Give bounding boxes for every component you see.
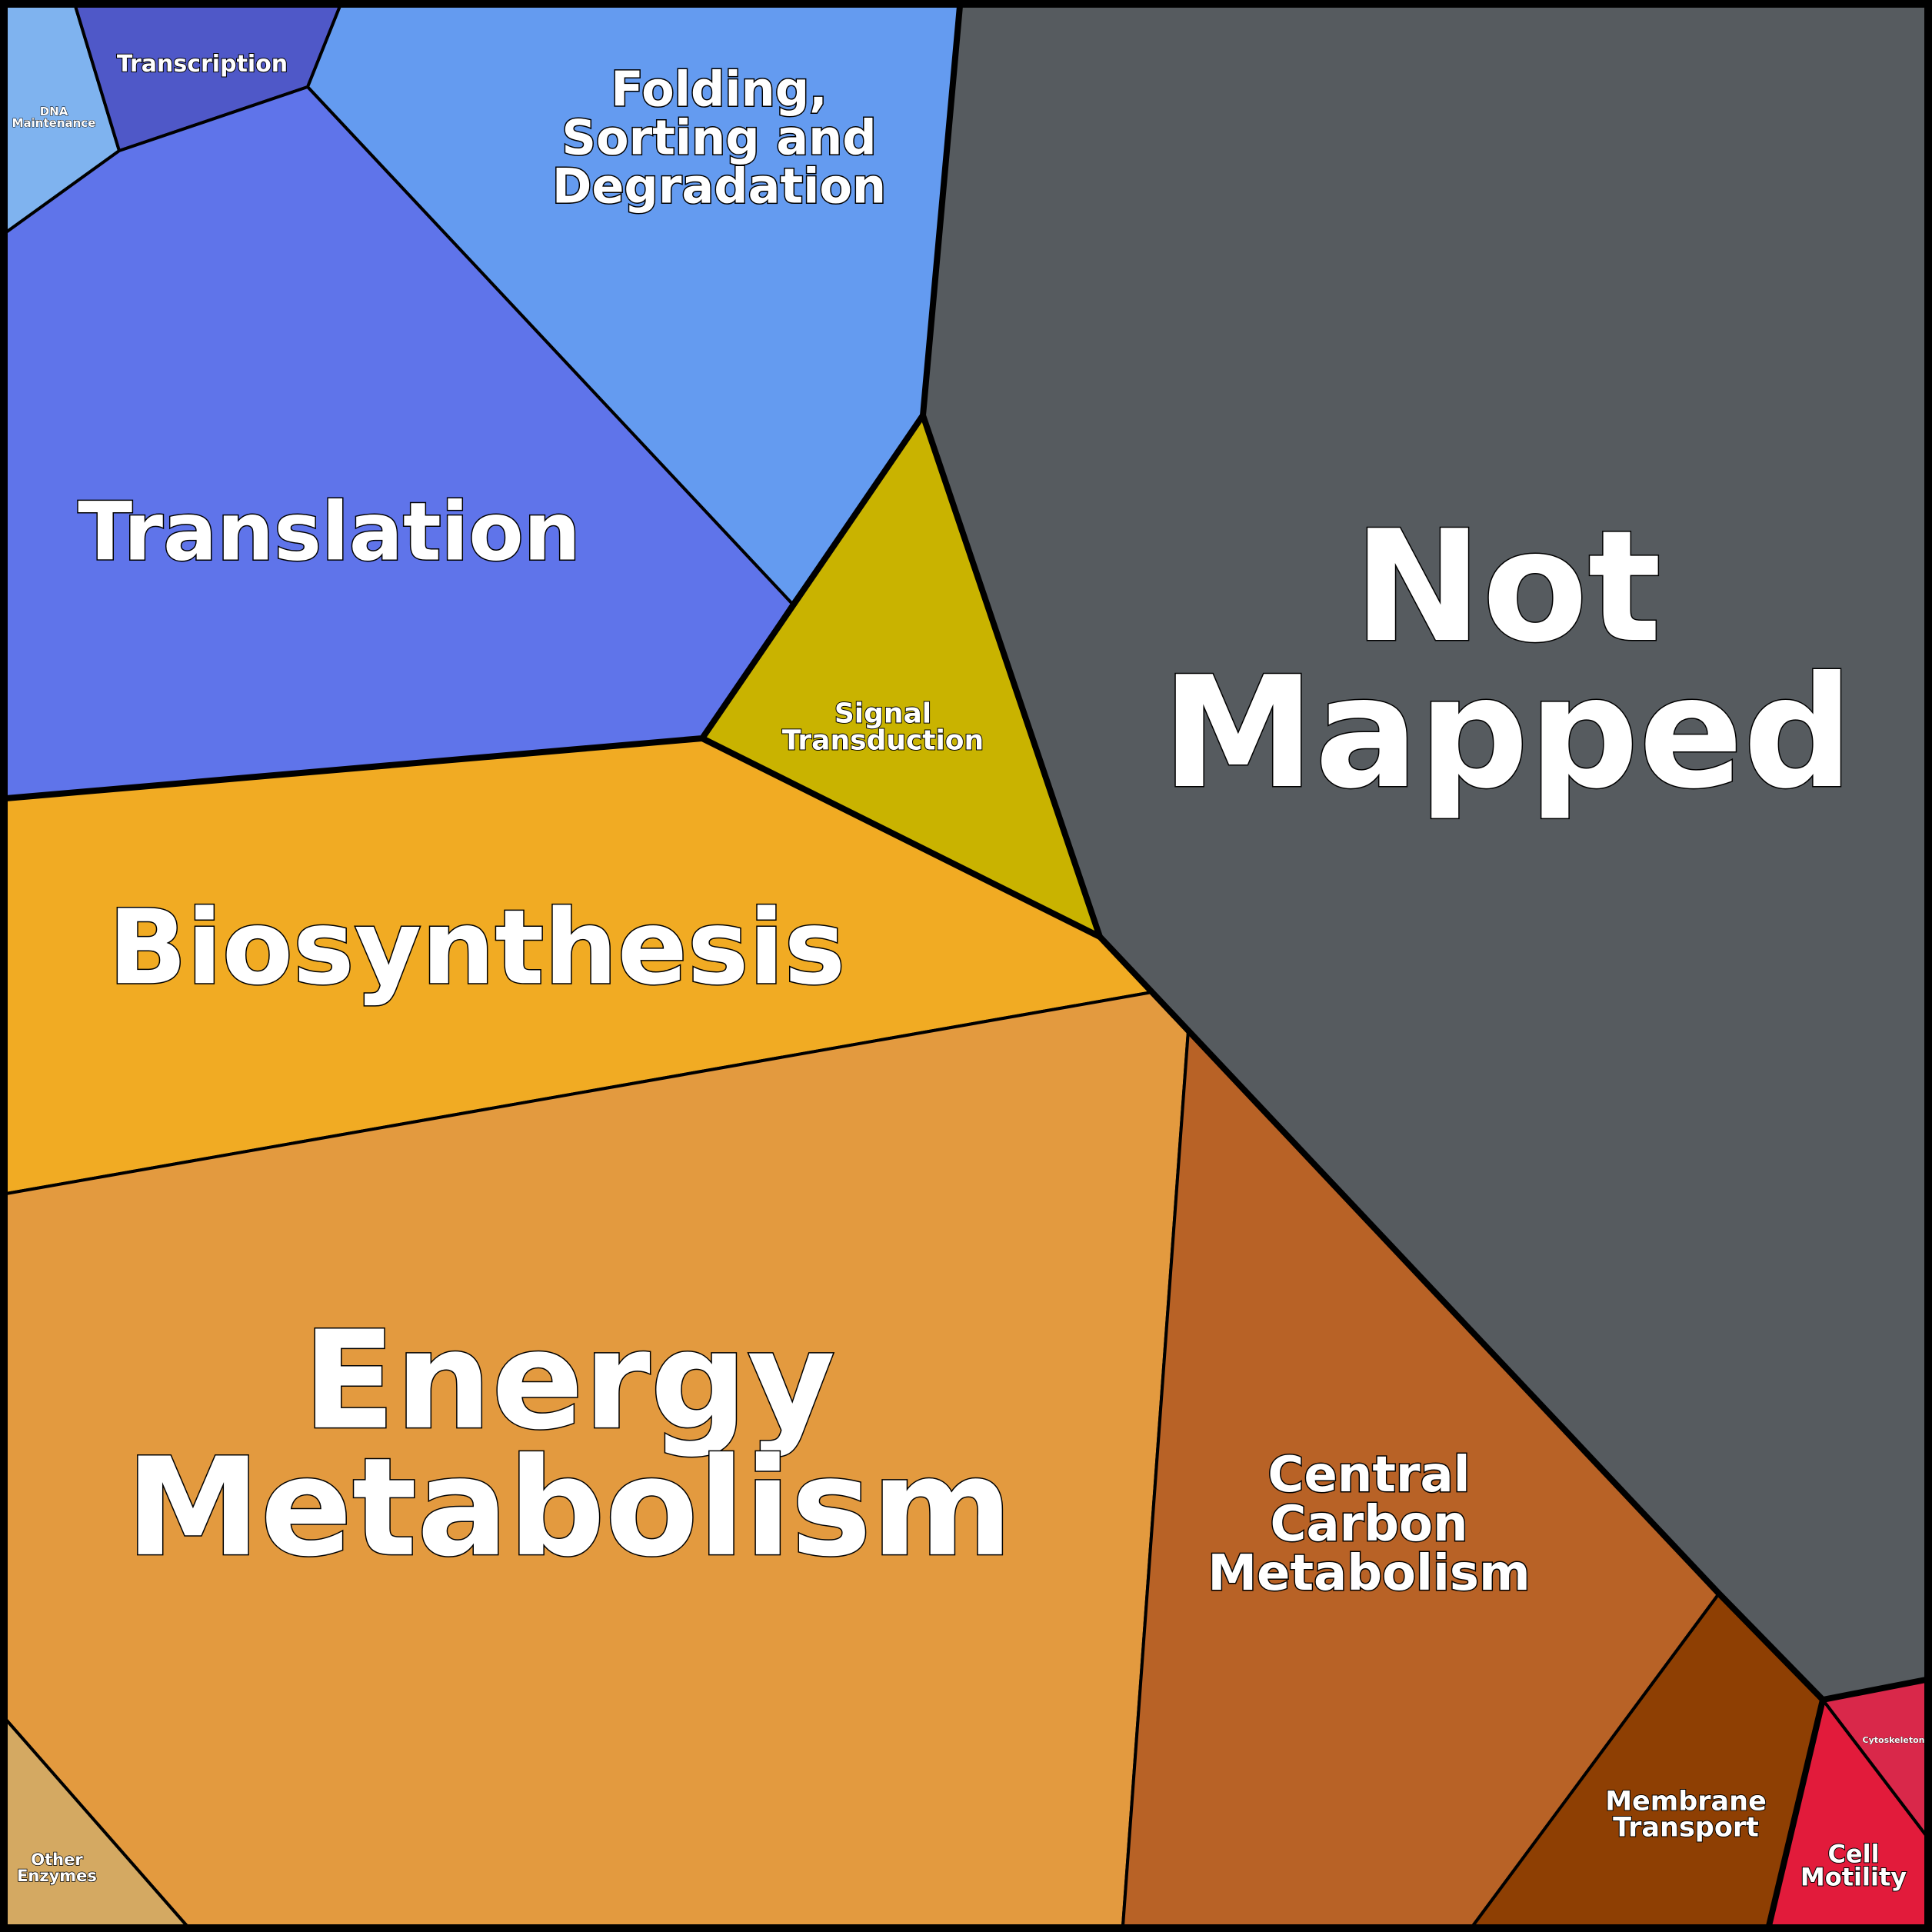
label-not-mapped-line: Mapped (1161, 644, 1853, 823)
label-central-carbon-metabolism-line: Carbon (1270, 1496, 1467, 1553)
label-central-carbon-metabolism: Central Carbon Metabolism (1208, 1447, 1530, 1602)
label-translation: Translation (78, 485, 581, 578)
label-membrane-transport: Membrane Transport (1605, 1787, 1767, 1844)
label-folding-line: Degradation (552, 158, 886, 214)
label-central-carbon-metabolism-line: Central (1267, 1447, 1470, 1504)
label-other-enzymes-line: Enzymes (17, 1867, 97, 1885)
label-energy-metabolism-line: Metabolism (125, 1429, 1012, 1587)
label-cytoskeleton: Cytoskeleton (1863, 1735, 1925, 1745)
label-dna-maintenance: DNA Maintenance (12, 105, 96, 130)
label-other-enzymes: Other Enzymes (17, 1850, 97, 1885)
label-energy-metabolism-line: Energy (303, 1302, 835, 1460)
label-folding-line: Folding, (611, 61, 827, 117)
label-translation-line: Translation (78, 485, 581, 578)
label-biosynthesis: Biosynthesis (108, 888, 845, 1008)
label-other-enzymes-line: Other (31, 1850, 83, 1869)
label-signal-transduction-line: Transduction (782, 724, 984, 756)
label-transcription: Transcription (117, 51, 288, 78)
label-cytoskeleton-line: Cytoskeleton (1863, 1735, 1925, 1745)
label-dna-maintenance-line: Maintenance (12, 116, 96, 130)
label-folding: Folding, Sorting and Degradation (552, 61, 886, 214)
group-boundary-line (920, 5, 1826, 1927)
label-folding-line: Sorting and (561, 109, 876, 165)
label-membrane-transport-line: Membrane (1605, 1787, 1767, 1817)
label-signal-transduction: Signal Transduction (782, 698, 984, 756)
label-signal-transduction-line: Signal (834, 698, 931, 729)
label-not-mapped-line: Not (1354, 498, 1661, 677)
label-cell-motility-line: Cell (1827, 1840, 1879, 1869)
group-boundary-line (1822, 1677, 1927, 1703)
label-cell-motility-line: Motility (1800, 1863, 1907, 1892)
label-energy-metabolism: Energy Metabolism (125, 1302, 1012, 1587)
label-cell-motility: Cell Motility (1800, 1840, 1907, 1892)
label-transcription-line: Transcription (117, 51, 288, 78)
label-membrane-transport-line: Transport (1613, 1813, 1759, 1844)
label-dna-maintenance-line: DNA (40, 105, 68, 118)
label-central-carbon-metabolism-line: Metabolism (1208, 1545, 1530, 1602)
label-not-mapped: Not Mapped (1161, 498, 1853, 823)
group-boundary-line (701, 735, 1101, 940)
label-biosynthesis-line: Biosynthesis (108, 888, 845, 1008)
